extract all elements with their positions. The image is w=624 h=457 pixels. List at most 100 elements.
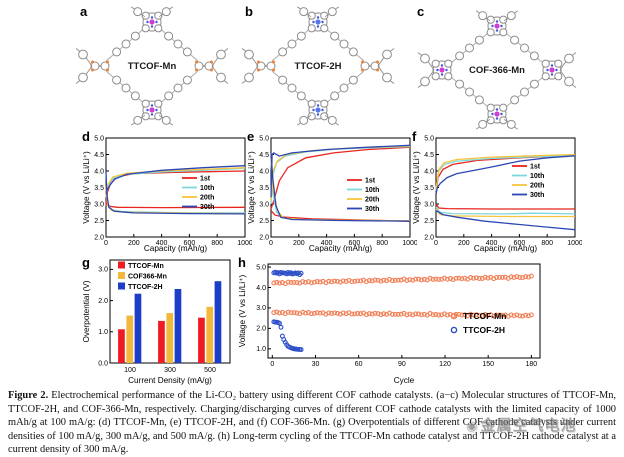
x-tick-label: 800 <box>211 240 223 247</box>
point-TTCOF-Mn <box>369 278 375 284</box>
series-1st <box>105 187 246 209</box>
point-TTCOF-Mn <box>314 310 320 316</box>
x-tick-label: 600 <box>514 240 526 247</box>
legend-label: 1st <box>365 178 376 185</box>
point-TTCOF-Mn <box>285 279 291 285</box>
chart-f-charge-discharge-cof-366-mn: 0 200 400 600 800 1000 2.0 2.5 3.0 3.5 4.0 4.5 5.0 Ca… <box>412 129 582 253</box>
point-TTCOF-Mn <box>433 276 439 282</box>
y-tick-label: 4.0 <box>424 168 434 175</box>
point-TTCOF-Mn <box>473 312 479 318</box>
y-tick-label: 4.5 <box>259 152 269 159</box>
point-TTCOF-Mn <box>456 311 462 317</box>
point-TTCOF-Mn <box>349 311 355 317</box>
point-TTCOF-Mn <box>375 277 381 283</box>
point-TTCOF-Mn <box>334 278 340 284</box>
point-TTCOF-Mn <box>453 275 459 281</box>
panel-letter-c: c <box>417 4 425 19</box>
legend-swatch <box>118 282 125 290</box>
point-TTCOF-Mn <box>430 312 436 318</box>
point-TTCOF-Mn <box>413 276 419 282</box>
x-tick-label: 120 <box>439 361 451 368</box>
point-TTCOF-Mn <box>436 276 442 282</box>
y-tick-label: 4.0 <box>256 285 266 292</box>
y-tick-label: 4.0 <box>259 168 269 175</box>
legend-label: 20th <box>530 183 544 190</box>
y-tick-label: 2.0 <box>256 326 266 333</box>
point-TTCOF-Mn <box>526 274 531 280</box>
point-TTCOF-Mn <box>523 274 529 280</box>
series-20th <box>270 145 411 201</box>
panel-letter-a: a <box>80 4 88 19</box>
point-TTCOF-Mn <box>366 278 372 283</box>
point-TTCOF-Mn <box>526 313 531 319</box>
point-TTCOF-Mn <box>494 312 500 318</box>
point-TTCOF-Mn <box>366 311 372 317</box>
point-TTCOF-Mn <box>514 274 520 280</box>
point-TTCOF-Mn <box>378 278 384 284</box>
point-TTCOF-Mn <box>482 312 488 317</box>
legend-label: 10th <box>200 185 214 192</box>
y-tick-label: 3.5 <box>259 185 269 192</box>
point-TTCOF-Mn <box>308 280 314 286</box>
point-TTCOF-Mn <box>471 275 476 281</box>
point-TTCOF-Mn <box>332 310 337 316</box>
series-1st <box>270 146 411 210</box>
point-TTCOF-Mn <box>497 312 502 318</box>
point-TTCOF-Mn <box>499 274 505 280</box>
chart-g-overpotential-bars: 0.0 1.0 2.0 3.0 Current Density (mA/g) Overpo… <box>82 255 231 385</box>
y-tick-label: 2.5 <box>259 218 269 225</box>
legend-label: TTCOF-Mn <box>463 311 506 321</box>
point-TTCOF-Mn <box>511 313 517 319</box>
legend-label: 1st <box>200 176 211 183</box>
y-tick-label: 0.0 <box>98 360 108 367</box>
series-30th <box>270 152 411 222</box>
point-TTCOF-Mn <box>508 274 514 280</box>
panel-letter-b: b <box>245 4 253 19</box>
point-TTCOF-Mn <box>358 278 364 284</box>
series-10th <box>105 185 246 214</box>
point-TTCOF-Mn <box>523 312 529 318</box>
x-tick-label: 0 <box>270 361 274 368</box>
series-30th <box>435 210 576 231</box>
legend-label: COF366-Mn <box>128 273 167 280</box>
point-TTCOF-Mn <box>311 310 317 316</box>
point-TTCOF-Mn <box>462 312 468 318</box>
category-label: 300 <box>164 367 176 374</box>
point-TTCOF-Mn <box>395 277 401 283</box>
x-tick-label: 0 <box>269 240 273 247</box>
point-TTCOF-Mn <box>517 275 523 280</box>
point-TTCOF-Mn <box>508 312 514 318</box>
watermark-text: 金属空气电池 <box>480 416 577 434</box>
point-TTCOF-Mn <box>288 280 294 285</box>
point-TTCOF-Mn <box>326 278 332 284</box>
y-tick-label: 2.0 <box>94 234 104 241</box>
watermark-logo-icon: ◉ <box>466 419 479 434</box>
point-TTCOF-Mn <box>497 274 502 280</box>
y-tick-label: 2.0 <box>98 298 108 305</box>
chart-e-charge-discharge-ttcof-2h: 0 200 400 600 800 1000 2.0 2.5 3.0 3.5 4.0 4.5 5.0 Ca… <box>247 129 417 253</box>
panel-letter-d: d <box>82 129 90 144</box>
y-tick-label: 1.0 <box>98 329 108 336</box>
series-1st <box>105 170 246 206</box>
point-TTCOF-Mn <box>277 310 282 316</box>
point-TTCOF-Mn <box>291 279 297 285</box>
series-10th <box>270 161 411 222</box>
point-TTCOF-Mn <box>459 276 465 282</box>
point-TTCOF-Mn <box>395 311 401 317</box>
point-TTCOF-Mn <box>520 275 526 281</box>
point-TTCOF-Mn <box>355 278 361 284</box>
point-TTCOF-Mn <box>407 277 413 283</box>
point-TTCOF-Mn <box>294 280 300 286</box>
point-TTCOF-Mn <box>404 278 410 283</box>
point-TTCOF-Mn <box>404 312 410 318</box>
series-10th <box>435 206 576 215</box>
point-TTCOF-Mn <box>369 311 375 317</box>
point-TTCOF-Mn <box>436 312 442 318</box>
point-TTCOF-Mn <box>363 312 369 318</box>
plot-frame <box>435 137 576 238</box>
point-TTCOF-Mn <box>291 310 297 316</box>
point-TTCOF-Mn <box>456 275 462 281</box>
x-tick-label: 400 <box>321 240 333 247</box>
x-tick-label: 400 <box>156 240 168 247</box>
